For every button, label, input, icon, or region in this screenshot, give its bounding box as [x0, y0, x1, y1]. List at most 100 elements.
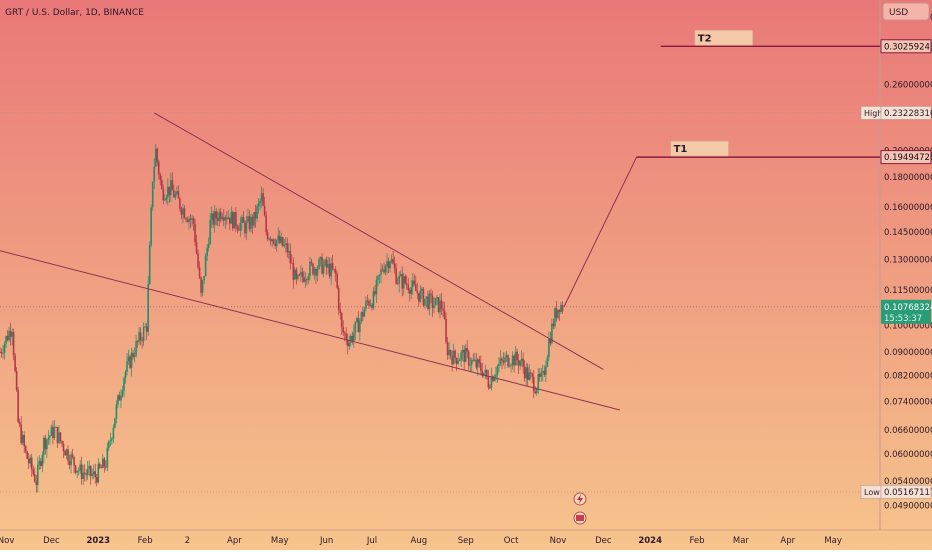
target-t1[interactable]: T1 — [636, 140, 880, 158]
candle — [224, 215, 227, 229]
candle — [236, 224, 239, 234]
candle — [232, 210, 234, 232]
lower-trendline[interactable] — [0, 250, 621, 411]
candle — [100, 464, 103, 469]
candle — [360, 311, 363, 324]
price-tick-label: 0.04900000 — [884, 501, 932, 511]
candle — [477, 357, 479, 376]
candle — [0, 348, 3, 358]
candle — [297, 273, 299, 281]
candle — [183, 205, 186, 220]
candle — [525, 362, 527, 387]
candle — [418, 293, 420, 307]
candle — [170, 172, 172, 202]
time-tick-label: Sep — [458, 536, 474, 546]
candle — [333, 268, 335, 273]
candle — [198, 261, 201, 280]
candle — [117, 394, 119, 409]
candle — [339, 302, 342, 320]
candle — [17, 387, 19, 424]
candle — [230, 206, 233, 224]
time-tick-label: Feb — [138, 536, 153, 546]
projection-path[interactable] — [563, 156, 638, 307]
candle — [74, 464, 77, 475]
candle — [451, 350, 453, 372]
candle — [144, 323, 146, 328]
candle — [437, 296, 440, 314]
price-tick-label: 0.16000000 — [884, 203, 932, 213]
candle — [201, 279, 204, 297]
candle — [130, 347, 133, 377]
candle — [415, 275, 417, 291]
bar-countdown-label: 15:53:37 — [884, 314, 922, 324]
candle — [62, 441, 65, 459]
candle — [82, 464, 84, 485]
upper-trendline[interactable] — [153, 112, 604, 370]
candle — [256, 204, 258, 222]
candle — [433, 297, 435, 314]
candle — [366, 294, 369, 306]
candle — [186, 216, 189, 223]
candle — [41, 451, 44, 473]
candle — [277, 227, 280, 244]
candle — [123, 376, 125, 398]
candle — [43, 435, 45, 464]
candle — [319, 256, 322, 267]
candle — [303, 270, 305, 284]
time-tick-label: Aug — [411, 536, 428, 546]
candle — [168, 186, 171, 203]
candle — [484, 364, 487, 380]
candle — [449, 349, 452, 360]
candle — [241, 214, 243, 231]
candle — [185, 217, 187, 223]
candle — [398, 271, 400, 293]
candle — [30, 453, 33, 478]
candle — [77, 467, 80, 476]
candle — [12, 328, 15, 361]
candle — [309, 256, 311, 281]
candle — [316, 265, 319, 282]
candle — [212, 210, 214, 229]
candle — [380, 263, 382, 283]
candle — [472, 353, 475, 362]
candle — [248, 210, 251, 232]
candle — [473, 352, 476, 362]
candle — [365, 296, 367, 312]
currency-button[interactable] — [882, 2, 930, 21]
candle — [259, 198, 261, 211]
candle — [71, 448, 74, 460]
candle — [103, 457, 106, 473]
candle — [330, 257, 332, 286]
candle — [204, 253, 207, 277]
time-tick-label: Nov — [550, 536, 567, 546]
current-price-tag — [881, 299, 931, 324]
candle — [115, 400, 118, 424]
candle — [555, 300, 558, 322]
candle — [89, 465, 92, 485]
candle — [197, 249, 199, 270]
target-t2[interactable]: T2 — [660, 29, 880, 47]
candle — [306, 277, 308, 286]
candle — [416, 282, 419, 300]
candle — [384, 264, 387, 276]
candle — [46, 438, 48, 459]
currency-label: USD — [889, 8, 908, 18]
candle — [250, 213, 252, 233]
candle — [68, 454, 71, 470]
candle — [324, 258, 326, 267]
candle — [558, 309, 561, 321]
candle — [390, 254, 393, 264]
price-tick-label: 0.14500000 — [884, 228, 932, 238]
symbol-title[interactable]: GRT / U.S. Dollar, 1D, BINANCE — [5, 8, 144, 18]
price-tick-label: 0.09000000 — [884, 348, 932, 358]
candle — [76, 470, 78, 478]
candle — [458, 357, 461, 362]
candle — [446, 337, 449, 360]
candle — [195, 234, 198, 255]
candle — [2, 345, 4, 359]
candle — [531, 372, 534, 384]
candle — [460, 350, 462, 367]
candle — [235, 207, 237, 232]
candle — [244, 219, 246, 238]
